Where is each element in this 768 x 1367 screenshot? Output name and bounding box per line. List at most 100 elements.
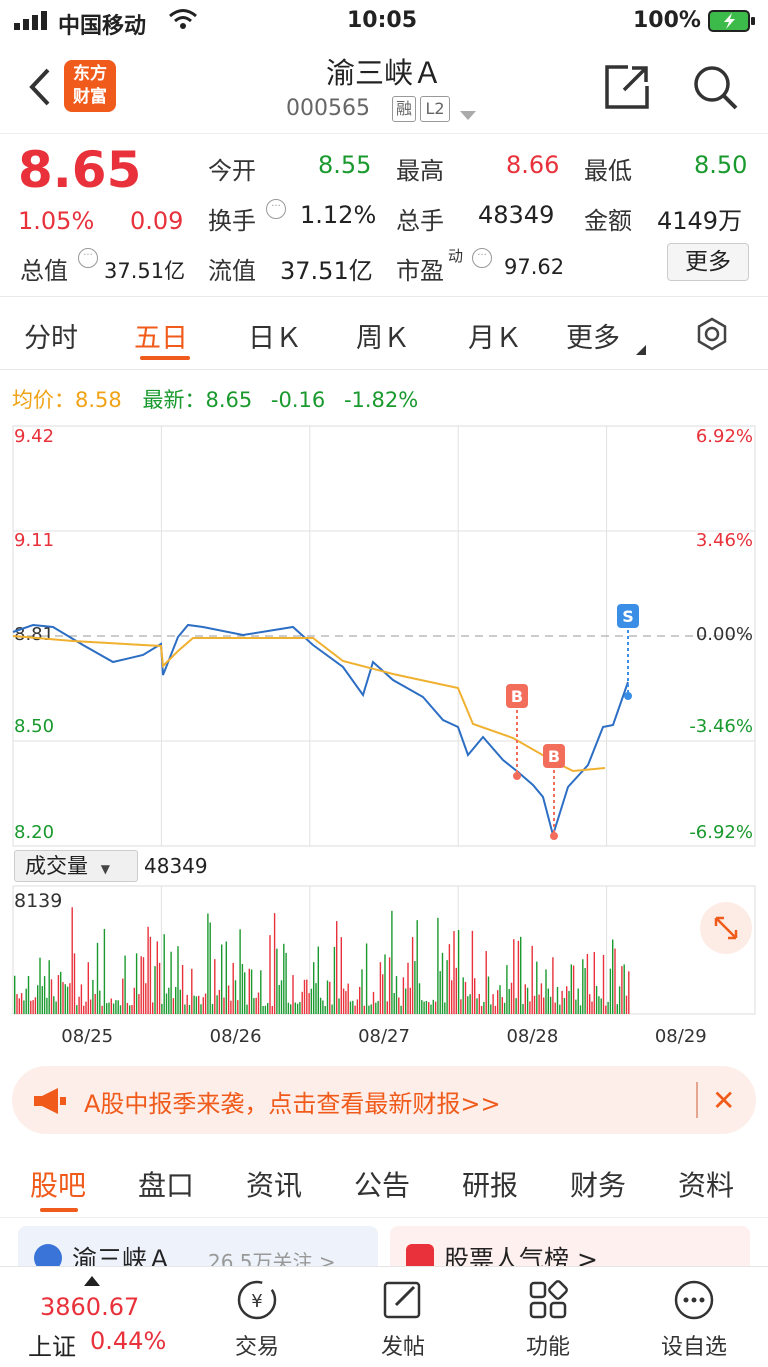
volume-bar: [513, 939, 515, 1014]
tab-financials[interactable]: 财务: [570, 1169, 627, 1202]
info-icon[interactable]: ···: [266, 199, 286, 219]
volume-bar: [490, 1004, 492, 1014]
volume-bar: [133, 987, 135, 1014]
info-icon[interactable]: ···: [472, 248, 492, 268]
forum-card-title: 渝三峡Ａ: [72, 1245, 173, 1268]
tab-research[interactable]: 研报: [462, 1169, 519, 1202]
volume-label: 总手: [396, 207, 444, 235]
info-icon[interactable]: ···: [78, 248, 98, 268]
volume-bar: [69, 983, 71, 1014]
post-button[interactable]: 发帖: [353, 1277, 453, 1361]
y-tick-left: 9.42: [14, 426, 54, 447]
settings-icon[interactable]: [694, 316, 730, 356]
tab-forum[interactable]: 股吧: [30, 1169, 87, 1202]
volume-bar: [39, 957, 41, 1014]
tab-five-day[interactable]: 五日: [134, 323, 188, 354]
tab-more[interactable]: 更多: [566, 323, 620, 354]
indicator-select[interactable]: 成交量 ▼: [14, 850, 138, 882]
volume-bar: [264, 1005, 267, 1014]
back-icon[interactable]: [26, 66, 52, 112]
last-value: 8.65: [205, 388, 253, 412]
tab-orderbook[interactable]: 盘口: [138, 1169, 195, 1202]
function-button[interactable]: 功能: [498, 1277, 598, 1361]
volume-bar: [405, 988, 407, 1014]
tab-news[interactable]: 资讯: [246, 1169, 303, 1202]
index-value[interactable]: 3860.67: [40, 1293, 140, 1321]
volume-bar: [471, 930, 474, 1014]
more-button[interactable]: 更多: [667, 243, 749, 281]
volume-bar: [609, 968, 612, 1014]
volume-bar: [602, 954, 605, 1014]
volume-bar: [499, 985, 501, 1014]
tab-announcements[interactable]: 公告: [354, 1169, 411, 1202]
section-tabs: 股吧 盘口 资讯 公告 研报 财务 资料: [0, 1146, 768, 1218]
search-icon[interactable]: [692, 64, 738, 114]
tab-monthly-k[interactable]: 月Ｋ: [468, 323, 522, 354]
volume-bar: [244, 972, 246, 1014]
volume-bar: [382, 974, 384, 1014]
trade-label: 交易: [234, 1335, 279, 1360]
promo-banner[interactable]: A股中报季来袭，点击查看最新财报>> ✕: [12, 1066, 756, 1134]
dropdown-icon[interactable]: [460, 106, 476, 125]
volume-bar: [267, 1003, 269, 1014]
volume-bar: [255, 997, 257, 1014]
volume-bar: [32, 1000, 34, 1014]
volume-bar: [108, 1002, 110, 1014]
marker-dot: [513, 772, 521, 780]
share-icon[interactable]: [604, 64, 650, 114]
close-icon[interactable]: ✕: [712, 1084, 736, 1117]
volume-bar: [529, 1001, 531, 1014]
volume-bar: [140, 956, 142, 1014]
volume-bar: [338, 998, 340, 1014]
y-tick-right: 0.00%: [696, 624, 753, 645]
tab-intraday[interactable]: 分时: [24, 323, 78, 354]
volume-bar: [570, 964, 572, 1014]
x-tick: 08/29: [655, 1026, 707, 1047]
volume-bar: [126, 1002, 129, 1014]
volume-bar: [191, 968, 193, 1014]
volume-bar: [628, 971, 630, 1014]
tab-daily-k[interactable]: 日Ｋ: [248, 323, 302, 354]
price-chart[interactable]: 9.42 9.11 8.81 8.50 8.20 6.92% 3.46% 0.00% -3.46…: [0, 422, 768, 852]
volume-bar: [460, 999, 462, 1014]
volume-bar: [175, 987, 177, 1014]
trade-button[interactable]: ¥ 交易: [207, 1277, 307, 1361]
expand-icon[interactable]: [700, 902, 752, 954]
nav-bar: 东方 财富 渝三峡Ａ 000565 融 L2: [0, 44, 768, 134]
five-day-chart[interactable]: 均价：8.58 最新：8.65 -0.16 -1.82% 9.42 9.11 8.8…: [0, 372, 768, 1052]
volume-bar: [540, 983, 543, 1014]
marker-label: B: [548, 747, 560, 766]
volume-bar: [533, 995, 536, 1014]
index-name[interactable]: 上证: [28, 1333, 76, 1361]
volume-bar: [237, 1000, 239, 1014]
volume-bar: [451, 980, 453, 1014]
volume-bar: [372, 991, 375, 1014]
tab-profile[interactable]: 资料: [678, 1169, 735, 1202]
volume-bar: [612, 939, 614, 1014]
forum-card-followers: 26.5万关注 >: [208, 1250, 336, 1268]
add-watchlist-button[interactable]: 设自选: [644, 1277, 744, 1361]
volume-bar: [552, 957, 554, 1014]
volume-bar: [66, 986, 69, 1014]
volume-bar: [485, 951, 487, 1014]
change-value: -0.16: [270, 388, 326, 412]
volume-bar: [181, 964, 184, 1014]
pe-value: 97.62: [504, 255, 565, 279]
app-logo[interactable]: 东方 财富: [64, 60, 116, 112]
volume-bar: [83, 1005, 85, 1014]
marker-label: B: [511, 687, 523, 706]
volume-bar: [73, 953, 76, 1014]
volume-bar: [566, 986, 568, 1014]
volume-bar: [161, 1003, 163, 1014]
index-pct[interactable]: 0.44%: [90, 1327, 167, 1355]
signal-icon: [14, 10, 52, 36]
volume-bar: [276, 948, 278, 1014]
quote-panel: 8.65 1.05% 0.09 今开 8.55 最高 8.66 最低 8.50 …: [0, 135, 768, 297]
popularity-card[interactable]: 股票人气榜 >: [390, 1226, 750, 1268]
volume-bar: [625, 995, 628, 1014]
volume-bar: [179, 989, 181, 1014]
volume-bar: [204, 993, 207, 1014]
volume-bar: [96, 942, 99, 1014]
forum-card[interactable]: 渝三峡Ａ 26.5万关注 >: [18, 1226, 378, 1268]
tab-weekly-k[interactable]: 周Ｋ: [356, 323, 410, 354]
